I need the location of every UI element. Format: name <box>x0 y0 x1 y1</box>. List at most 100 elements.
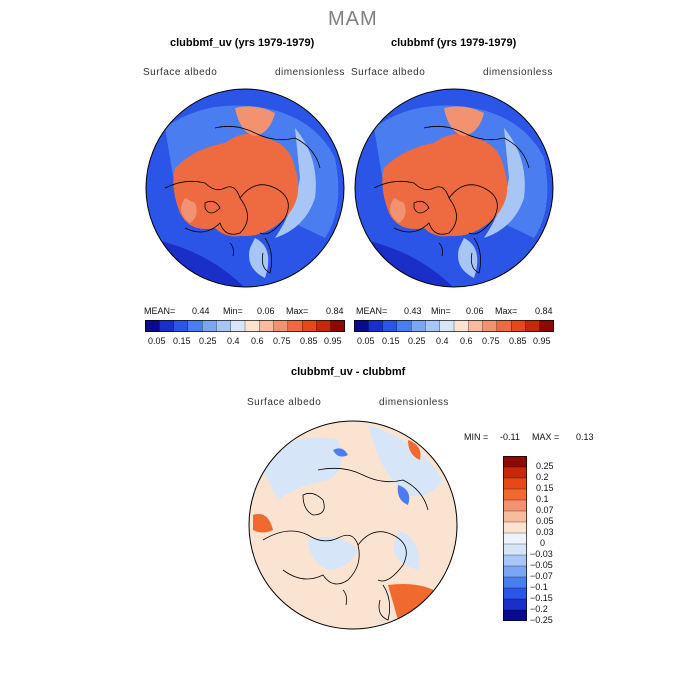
colorbar-swatch <box>525 320 541 332</box>
panel3-variable: Surface albedo <box>247 397 322 408</box>
colorbar-swatch <box>330 320 345 332</box>
colorbar-swatch <box>145 320 160 332</box>
panel2-max-value: 0.84 <box>535 306 553 316</box>
colorbar-swatch <box>425 320 441 332</box>
colorbar-swatch <box>287 320 303 332</box>
colorbar-swatch <box>273 320 289 332</box>
panel2-units: dimensionless <box>483 67 553 78</box>
colorbar-swatch <box>503 456 527 468</box>
panel1-mean-label: MEAN= <box>144 306 176 316</box>
colorbar-swatch <box>216 320 232 332</box>
panel2-mean-value: 0.43 <box>404 306 422 316</box>
panel1-max-value: 0.84 <box>326 306 344 316</box>
colorbar3-tick: 0.03 <box>536 527 554 537</box>
colorbar-swatch <box>503 499 527 512</box>
colorbar-swatch <box>410 320 426 332</box>
colorbar-swatch <box>539 320 554 332</box>
panel3-max-value: 0.13 <box>576 432 594 442</box>
colorbar2-tick: 0.95 <box>533 336 551 346</box>
colorbar-swatch <box>382 320 398 332</box>
colorbar1-tick: 0.05 <box>148 336 166 346</box>
colorbar-swatch <box>503 554 527 567</box>
colorbar3-tick: 0.07 <box>536 505 554 515</box>
colorbar-swatch <box>503 488 527 501</box>
map-panel2 <box>354 88 554 288</box>
colorbar3-tick: −0.03 <box>530 549 553 559</box>
colorbar3-tick: −0.2 <box>530 604 548 614</box>
colorbar3-tick: −0.05 <box>530 560 553 570</box>
colorbar3-tick: 0 <box>540 538 546 548</box>
panel2-min-label: Min= <box>431 306 451 316</box>
colorbar-swatch <box>201 320 217 332</box>
colorbar-swatch <box>503 543 527 556</box>
colorbar-swatch <box>510 320 526 332</box>
colorbar-swatch <box>187 320 203 332</box>
colorbar-swatch <box>503 532 527 545</box>
colorbar-swatch <box>503 510 527 523</box>
colorbar2-tick: 0.15 <box>382 336 400 346</box>
colorbar-swatch <box>482 320 498 332</box>
colorbar2-tick: 0.6 <box>460 336 473 346</box>
colorbar3-tick: 0.2 <box>536 472 549 482</box>
colorbar1-tick: 0.15 <box>173 336 191 346</box>
panel3-min-value: -0.11 <box>500 432 520 442</box>
colorbar-swatch <box>259 320 275 332</box>
colorbar3-tick: 0.1 <box>536 494 549 504</box>
colorbar2-tick: 0.4 <box>436 336 449 346</box>
colorbar1-tick: 0.4 <box>227 336 240 346</box>
panel2-variable: Surface albedo <box>351 67 426 78</box>
panel1-max-label: Max= <box>286 306 309 316</box>
colorbar1-tick: 0.85 <box>300 336 318 346</box>
colorbar-swatch <box>244 320 260 332</box>
colorbar2-tick: 0.85 <box>509 336 527 346</box>
panel2-mean-label: MEAN= <box>356 306 388 316</box>
colorbar-swatch <box>503 598 527 611</box>
colorbar-swatch <box>354 320 369 332</box>
colorbar-swatch <box>368 320 384 332</box>
panel2-min-value: 0.06 <box>466 306 484 316</box>
colorbar-swatch <box>396 320 412 332</box>
colorbar-swatch <box>503 609 527 621</box>
colorbar1-tick: 0.75 <box>273 336 291 346</box>
colorbar-swatch <box>316 320 332 332</box>
colorbar-swatch <box>453 320 469 332</box>
colorbar-panel2 <box>354 320 554 332</box>
colorbar3-tick: −0.25 <box>530 615 553 625</box>
colorbar-swatch <box>503 521 527 534</box>
colorbar-swatch <box>503 587 527 600</box>
colorbar-swatch <box>503 477 527 490</box>
colorbar2-tick: 0.75 <box>482 336 500 346</box>
colorbar3-tick: −0.15 <box>530 593 553 603</box>
colorbar1-tick: 0.6 <box>251 336 264 346</box>
season-title: MAM <box>328 8 378 30</box>
panel2-max-label: Max= <box>495 306 518 316</box>
panel1-variable: Surface albedo <box>143 67 218 78</box>
colorbar-swatch <box>468 320 484 332</box>
colorbar-swatch <box>159 320 175 332</box>
panel1-units: dimensionless <box>275 67 345 78</box>
panel1-min-label: Min= <box>223 306 243 316</box>
panel1-mean-value: 0.44 <box>192 306 210 316</box>
panel1-title: clubbmf_uv (yrs 1979-1979) <box>170 37 315 49</box>
colorbar-swatch <box>301 320 317 332</box>
colorbar3-tick: 0.25 <box>536 461 554 471</box>
colorbar-swatch <box>230 320 246 332</box>
panel2-title: clubbmf (yrs 1979-1979) <box>391 37 517 49</box>
colorbar3-tick: 0.05 <box>536 516 554 526</box>
colorbar3-tick: −0.07 <box>530 571 553 581</box>
colorbar-swatch <box>496 320 512 332</box>
colorbar-swatch <box>503 466 527 479</box>
map-panel1 <box>145 88 345 288</box>
panel3-units: dimensionless <box>379 397 449 408</box>
map-panel3-difference <box>248 420 458 630</box>
colorbar3-tick: −0.1 <box>530 582 548 592</box>
colorbar2-tick: 0.25 <box>408 336 426 346</box>
colorbar-swatch <box>439 320 455 332</box>
colorbar1-tick: 0.95 <box>324 336 342 346</box>
colorbar1-tick: 0.25 <box>199 336 217 346</box>
colorbar3-tick: 0.15 <box>536 483 554 493</box>
panel3-title: clubbmf_uv - clubbmf <box>291 366 406 378</box>
colorbar-panel1 <box>145 320 345 332</box>
panel3-min-label: MIN = <box>464 432 489 442</box>
colorbar-swatch <box>503 576 527 589</box>
